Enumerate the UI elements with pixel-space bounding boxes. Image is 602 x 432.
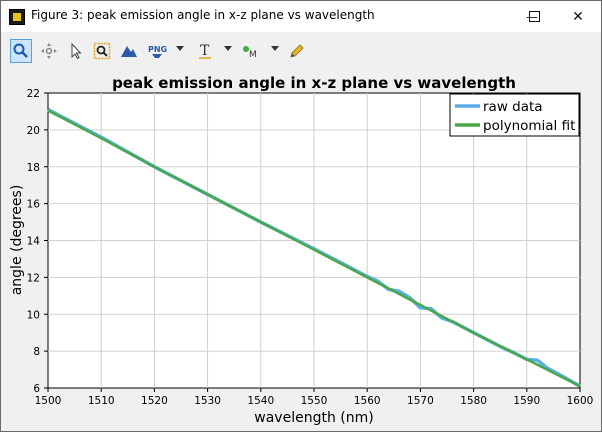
text-tool-icon: T — [199, 43, 211, 59]
zoom-tool-icon — [13, 43, 28, 58]
zoom-box-button[interactable] — [91, 39, 113, 63]
zoom-box-icon — [93, 42, 111, 60]
window-title: Figure 3: peak emission angle in x-z pla… — [31, 8, 375, 22]
line-chart[interactable]: 1500 1510 1520 1530 1540 1550 1560 1570 1580 1590… — [1, 69, 601, 431]
maximize-icon — [528, 11, 540, 22]
x-tick-label: 1580 — [460, 395, 487, 407]
y-tick-label: 20 — [27, 125, 40, 137]
legend-label-polynomial-fit: polynomial fit — [483, 118, 575, 134]
x-tick-label: 1540 — [247, 395, 274, 407]
x-tick-label: 1520 — [141, 395, 168, 407]
plot-area[interactable]: 1500 1510 1520 1530 1540 1550 1560 1570 1580 1590… — [1, 69, 601, 431]
pencil-button[interactable] — [286, 39, 308, 63]
marker-tool-button[interactable]: M — [239, 39, 261, 63]
y-tick-label: 22 — [27, 88, 40, 100]
pan-tool-icon — [41, 43, 57, 59]
x-tick-label: 1560 — [354, 395, 381, 407]
x-tick-label: 1570 — [407, 395, 434, 407]
series-line-polynomial-fit — [47, 109, 581, 388]
text-dropdown-arrow[interactable] — [224, 46, 232, 51]
png-export-icon: PNG — [148, 45, 167, 58]
tick-layer: 1500 1510 1520 1530 1540 1550 1560 1570 1580 1590… — [27, 88, 594, 407]
zoom-tool-button[interactable] — [10, 39, 32, 63]
svg-text:PNG: PNG — [148, 45, 167, 54]
svg-text:M: M — [249, 50, 257, 60]
grid — [48, 93, 580, 388]
app-icon — [9, 9, 25, 25]
y-tick-label: 8 — [33, 346, 40, 358]
y-tick-label: 14 — [27, 236, 41, 248]
select-button[interactable] — [65, 39, 87, 63]
toolbar: PNG T M — [1, 32, 601, 69]
series-layer — [47, 108, 581, 388]
png-dropdown-arrow[interactable] — [176, 46, 184, 51]
y-tick-label: 6 — [33, 383, 40, 395]
legend-box — [449, 93, 580, 137]
y-tick-label: 10 — [27, 309, 40, 321]
x-tick-label: 1510 — [88, 395, 115, 407]
x-tick-label: 1530 — [194, 395, 221, 407]
close-button[interactable]: ✕ — [555, 1, 601, 32]
text-tool-button[interactable]: T — [194, 39, 216, 63]
pencil-icon — [290, 44, 304, 58]
mountain-icon — [121, 46, 137, 57]
pan-tool-button[interactable] — [38, 39, 60, 63]
close-icon: ✕ — [572, 8, 584, 25]
x-tick-label: 1600 — [567, 395, 594, 407]
y-tick-label: 12 — [27, 272, 40, 284]
svg-text:T: T — [200, 43, 210, 59]
y-tick-label: 16 — [27, 199, 41, 211]
x-tick-label: 1550 — [301, 395, 328, 407]
legend: raw data polynomial fit — [449, 93, 580, 137]
x-tick-label: 1500 — [35, 395, 62, 407]
legend-label-raw-data: raw data — [483, 99, 543, 115]
png-export-button[interactable]: PNG — [145, 39, 169, 63]
y-tick-label: 18 — [27, 162, 40, 174]
maximize-button[interactable] — [511, 1, 557, 32]
chart-title: peak emission angle in x-z plane vs wave… — [112, 74, 516, 92]
select-arrow-icon — [71, 42, 82, 60]
mountain-button[interactable] — [118, 39, 140, 63]
title-bar[interactable]: Figure 3: peak emission angle in x-z pla… — [1, 1, 601, 32]
y-axis-label: angle (degrees) — [9, 185, 25, 296]
marker-dropdown-arrow[interactable] — [271, 46, 279, 51]
x-axis-label: wavelength (nm) — [254, 410, 373, 426]
marker-tool-icon: M — [243, 46, 257, 60]
x-tick-label: 1590 — [513, 395, 540, 407]
